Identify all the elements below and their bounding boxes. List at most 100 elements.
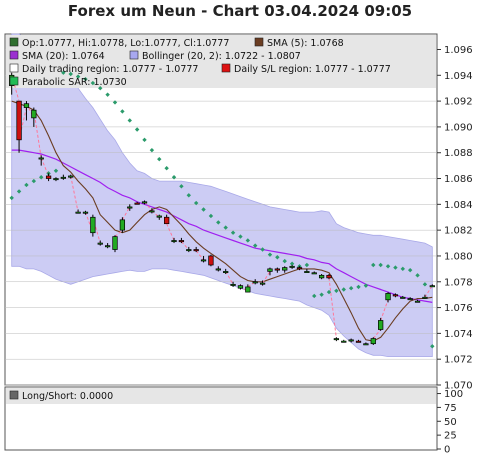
sar-dot xyxy=(164,166,169,171)
legend-label: Bollinger (20, 2): 1.0722 - 1.0807 xyxy=(142,51,301,62)
sar-dot xyxy=(112,100,118,105)
sar-dot xyxy=(120,109,125,114)
candle-body xyxy=(156,215,162,218)
sar-dot xyxy=(68,71,73,77)
candle-body xyxy=(363,343,369,346)
candle-body xyxy=(267,268,273,272)
legend-swatch xyxy=(9,37,19,47)
candle-body xyxy=(164,216,170,225)
sar-dot xyxy=(400,266,405,272)
candle-body xyxy=(252,281,258,284)
price-tick-label: 1.092 xyxy=(444,97,473,108)
price-tick-label: 1.096 xyxy=(444,45,473,56)
gap-connector xyxy=(328,277,337,339)
sar-dot xyxy=(245,238,251,243)
price-tick-label: 1.084 xyxy=(444,200,473,211)
gap-connector xyxy=(70,175,79,213)
candle-body xyxy=(237,285,244,289)
candle-body xyxy=(45,175,52,179)
sar-dot xyxy=(53,168,59,173)
indicator-lines xyxy=(11,75,433,342)
price-tick-label: 1.080 xyxy=(444,251,473,262)
sar-dot xyxy=(142,137,147,143)
candle-body xyxy=(400,296,406,299)
sar-dot xyxy=(16,189,22,194)
gap-connector xyxy=(92,217,101,244)
sar-dot xyxy=(179,184,184,189)
lower-tick-label: 100 xyxy=(444,389,463,400)
candle-body xyxy=(259,282,266,285)
candle-body xyxy=(97,242,103,245)
gap-connector xyxy=(380,299,389,321)
sar-dot xyxy=(385,264,391,269)
sar-dot xyxy=(430,344,435,349)
candle-body xyxy=(289,265,295,268)
candle-body xyxy=(215,268,221,271)
sar-dot xyxy=(216,220,221,225)
candle-body xyxy=(333,338,340,341)
legend-swatch xyxy=(129,50,139,60)
candle-body xyxy=(429,285,435,288)
candle-body xyxy=(60,176,66,179)
candle-body xyxy=(422,296,428,299)
sar-dot xyxy=(230,230,236,235)
sar-dot xyxy=(393,265,398,270)
sar-dot xyxy=(127,118,132,123)
candle-body xyxy=(370,338,376,345)
legend-swatch xyxy=(9,76,19,86)
candle-body xyxy=(282,267,288,271)
sar-dot xyxy=(275,255,280,260)
sar-dot xyxy=(90,80,96,86)
candle-body xyxy=(171,240,177,243)
price-tick-label: 1.076 xyxy=(444,303,473,314)
candles xyxy=(9,72,435,346)
gap-connector xyxy=(424,285,433,298)
gap-connector xyxy=(225,271,234,285)
legend-label: Daily trading region: 1.0777 - 1.0777 xyxy=(22,64,198,75)
candle-body xyxy=(193,249,199,252)
sar-dot xyxy=(9,195,14,201)
gap-connector xyxy=(166,223,175,241)
price-axis: 1.070 1.072 1.074 1.076 1.078 1.080 1.082 1.084… xyxy=(437,45,473,392)
sar-dot xyxy=(371,262,376,268)
gap-connector xyxy=(262,271,271,284)
candle-body xyxy=(230,283,236,286)
sar-dot xyxy=(334,288,339,293)
candle-body xyxy=(318,274,325,279)
candle-body xyxy=(90,216,96,234)
sar-dot xyxy=(267,252,273,257)
candle-body xyxy=(127,206,133,209)
candle-body xyxy=(16,100,22,141)
sar-dot xyxy=(83,76,88,82)
sar-dot xyxy=(326,289,332,295)
gap-connector xyxy=(114,229,123,237)
candle-body xyxy=(68,175,74,178)
lower-tick-label: 0 xyxy=(444,445,450,456)
sar-dot xyxy=(348,286,354,291)
lower-legend-label: Long/Short: 0.0000 xyxy=(22,391,113,402)
sar-dot xyxy=(319,292,324,297)
sar-dot xyxy=(193,200,199,206)
lower-tick-label: 25 xyxy=(444,431,457,442)
sar-dot xyxy=(61,70,66,75)
candle-body xyxy=(149,210,155,213)
sar-dot xyxy=(407,267,413,273)
price-tick-label: 1.090 xyxy=(444,122,473,133)
price-tick-label: 1.070 xyxy=(444,381,473,392)
candle-body xyxy=(31,109,37,119)
gap-connector xyxy=(195,250,204,261)
sar-dot xyxy=(223,225,228,230)
price-tick-label: 1.072 xyxy=(444,355,473,366)
parabolic-sar-dots xyxy=(9,70,435,349)
candle-body xyxy=(378,320,384,330)
sar-dot xyxy=(253,243,258,248)
sar-dot xyxy=(31,178,37,184)
sar-dot xyxy=(238,234,243,239)
lower-legend-swatch xyxy=(9,390,19,400)
candle-body xyxy=(186,249,192,252)
candle-body xyxy=(348,339,354,342)
sar-dot xyxy=(149,147,155,153)
candle-body xyxy=(223,271,229,273)
lower-tick-label: 75 xyxy=(444,403,457,414)
candle-body xyxy=(385,293,391,301)
